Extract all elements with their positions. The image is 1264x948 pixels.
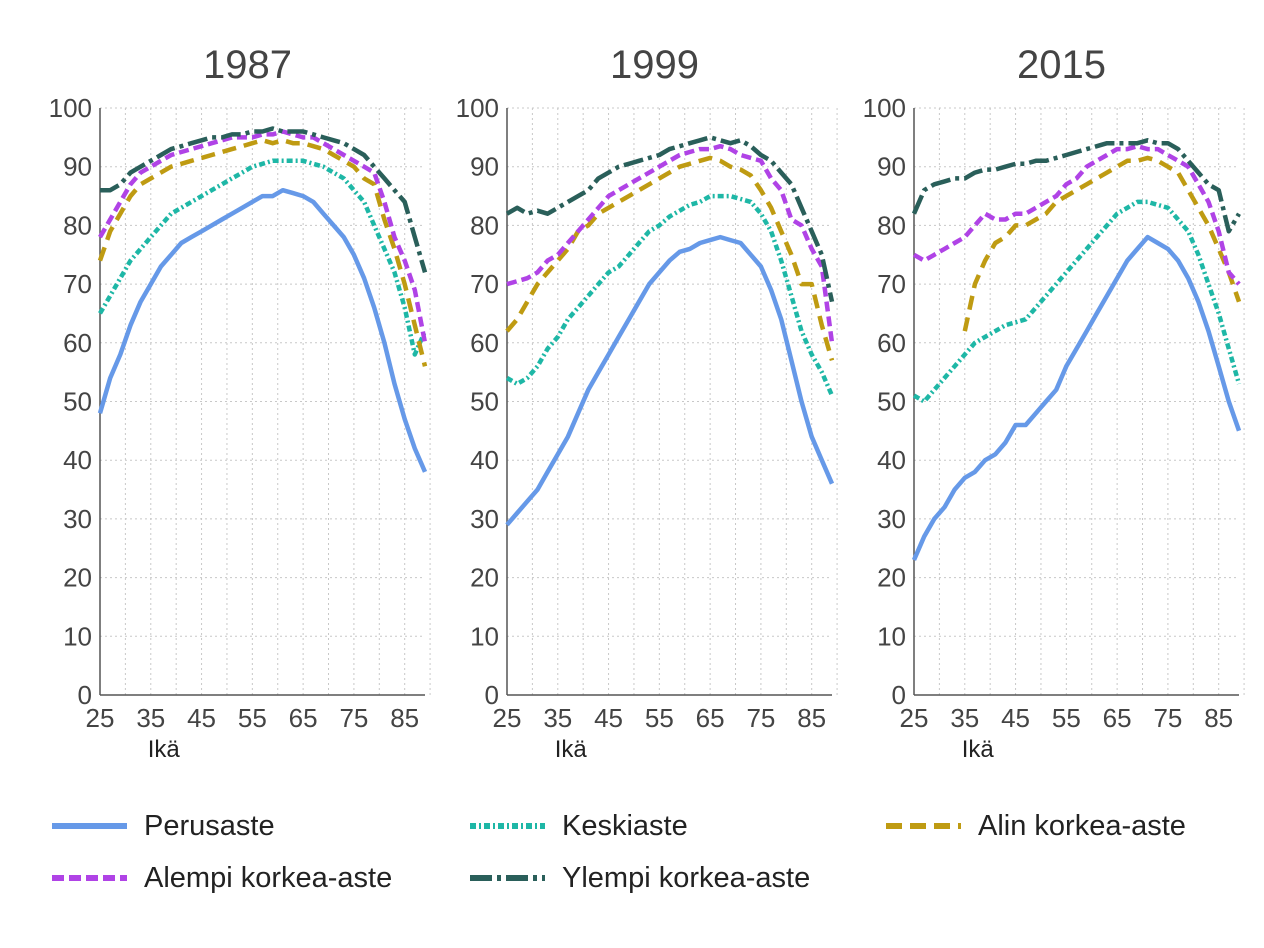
y-tick-label: 20 bbox=[63, 563, 92, 593]
series-line-keskiaste bbox=[98, 158, 428, 357]
panel-2015: 2015 0 10 20 30 40 50 60 70 80 90 100 25 35 45 55 65 75 85… bbox=[863, 43, 1245, 763]
y-tick-label: 40 bbox=[63, 445, 92, 475]
chart-title: 2015 bbox=[1017, 43, 1106, 87]
y-tick-label: 70 bbox=[470, 269, 499, 299]
series-line-alin-korkea-aste bbox=[962, 155, 1242, 332]
x-tick-label: 75 bbox=[339, 703, 368, 733]
y-tick-label: 0 bbox=[892, 680, 906, 710]
x-tick-label: 35 bbox=[543, 703, 572, 733]
y-tick-label: 20 bbox=[877, 563, 906, 593]
y-tick-label: 50 bbox=[470, 387, 499, 417]
y-tick-label: 100 bbox=[863, 93, 906, 123]
x-tick-label: 25 bbox=[86, 703, 115, 733]
y-tick-label: 70 bbox=[63, 269, 92, 299]
legend-swatch-perusaste bbox=[52, 823, 127, 829]
series-line-keskiaste bbox=[505, 193, 835, 397]
x-tick-label: 25 bbox=[900, 703, 929, 733]
x-tick-label: 65 bbox=[289, 703, 318, 733]
y-tick-label: 90 bbox=[877, 152, 906, 182]
series-line-perusaste bbox=[911, 234, 1242, 561]
series-line-alin-korkea-aste bbox=[505, 155, 835, 362]
y-tick-label: 0 bbox=[78, 680, 92, 710]
y-tick-label: 30 bbox=[877, 504, 906, 534]
x-tick-label: 75 bbox=[1153, 703, 1182, 733]
x-tick-label: 55 bbox=[238, 703, 267, 733]
y-tick-label: 40 bbox=[877, 445, 906, 475]
legend-item-alin-korkea-aste: Alin korkea-aste bbox=[886, 806, 1186, 846]
y-tick-label: 10 bbox=[470, 621, 499, 651]
x-tick-label: 65 bbox=[696, 703, 725, 733]
x-tick-label: 45 bbox=[1001, 703, 1030, 733]
series-line-alempi-korkea-aste bbox=[98, 129, 428, 344]
x-tick-label: 55 bbox=[645, 703, 674, 733]
y-tick-label: 80 bbox=[470, 210, 499, 240]
panel-1987: 1987 0 10 20 30 40 50 60 70 80 90 100 25 35 45 55 65 75 85… bbox=[49, 43, 431, 763]
panel-1999: 1999 0 10 20 30 40 50 60 70 80 90 100 25 35 45 55 65 75 85… bbox=[456, 43, 838, 763]
x-tick-label: 55 bbox=[1052, 703, 1081, 733]
legend-item-perusaste: Perusaste bbox=[52, 806, 275, 846]
series-line-perusaste bbox=[505, 234, 835, 527]
y-tick-label: 60 bbox=[470, 328, 499, 358]
legend-swatch-ylempi-korkea-aste bbox=[470, 875, 545, 881]
y-tick-label: 30 bbox=[63, 504, 92, 534]
y-tick-label: 60 bbox=[877, 328, 906, 358]
legend-item-keskiaste: Keskiaste bbox=[470, 806, 688, 846]
y-tick-label: 100 bbox=[49, 93, 92, 123]
y-tick-label: 20 bbox=[470, 563, 499, 593]
x-tick-label: 25 bbox=[493, 703, 522, 733]
y-tick-label: 90 bbox=[63, 152, 92, 182]
series-line-alin-korkea-aste bbox=[97, 138, 428, 367]
x-tick-label: 75 bbox=[746, 703, 775, 733]
series-line-perusaste bbox=[97, 187, 428, 473]
y-tick-label: 50 bbox=[877, 387, 906, 417]
legend-swatch-alin-korkea-aste bbox=[886, 823, 961, 829]
x-tick-label: 35 bbox=[950, 703, 979, 733]
series-line-ylempi-korkea-aste bbox=[100, 126, 428, 274]
series-line-alempi-korkea-aste bbox=[506, 143, 835, 344]
legend-label: Perusaste bbox=[144, 809, 275, 842]
legend-label: Alin korkea-aste bbox=[978, 809, 1186, 842]
x-tick-label: 45 bbox=[187, 703, 216, 733]
y-tick-label: 40 bbox=[470, 445, 499, 475]
y-tick-label: 30 bbox=[470, 504, 499, 534]
legend-label: Alempi korkea-aste bbox=[144, 861, 393, 894]
series-line-keskiaste bbox=[912, 199, 1242, 404]
y-tick-label: 0 bbox=[485, 680, 499, 710]
y-tick-label: 100 bbox=[456, 93, 499, 123]
x-axis-label: Ikä bbox=[148, 736, 181, 763]
series-line-ylempi-korkea-aste bbox=[911, 138, 1241, 234]
y-tick-label: 90 bbox=[470, 152, 499, 182]
chart-title: 1999 bbox=[610, 43, 699, 87]
legend-item-alempi-korkea-aste: Alempi korkea-aste bbox=[52, 858, 392, 898]
legend: Perusaste Keskiaste Alin korkea-aste Ale… bbox=[0, 800, 1264, 910]
legend-label: Ylempi korkea-aste bbox=[562, 861, 811, 894]
legend-swatch-alempi-korkea-aste bbox=[52, 875, 127, 881]
x-axis-label: Ikä bbox=[962, 736, 995, 763]
y-tick-label: 10 bbox=[63, 621, 92, 651]
y-tick-label: 10 bbox=[877, 621, 906, 651]
x-tick-label: 85 bbox=[797, 703, 826, 733]
legend-label: Keskiaste bbox=[562, 809, 688, 842]
series-line-ylempi-korkea-aste bbox=[505, 135, 835, 303]
x-tick-label: 85 bbox=[1204, 703, 1233, 733]
x-axis-label: Ikä bbox=[555, 736, 588, 763]
legend-swatch-keskiaste bbox=[470, 823, 545, 829]
x-tick-label: 45 bbox=[594, 703, 623, 733]
x-tick-label: 65 bbox=[1103, 703, 1132, 733]
legend-item-ylempi-korkea-aste: Ylempi korkea-aste bbox=[470, 858, 810, 898]
y-tick-label: 70 bbox=[877, 269, 906, 299]
y-tick-label: 60 bbox=[63, 328, 92, 358]
y-tick-label: 80 bbox=[63, 210, 92, 240]
x-tick-label: 35 bbox=[136, 703, 165, 733]
y-tick-label: 50 bbox=[63, 387, 92, 417]
x-tick-label: 85 bbox=[390, 703, 419, 733]
y-tick-label: 80 bbox=[877, 210, 906, 240]
chart-title: 1987 bbox=[203, 43, 292, 87]
series-line-alempi-korkea-aste bbox=[912, 143, 1241, 286]
